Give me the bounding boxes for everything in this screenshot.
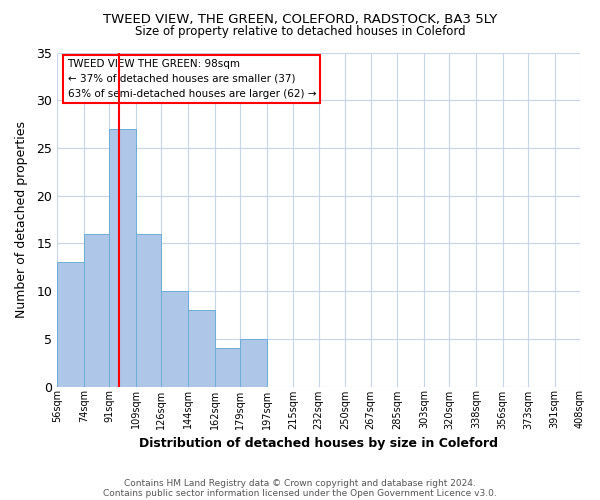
Bar [161, 291, 188, 386]
Bar [57, 262, 84, 386]
Text: TWEED VIEW THE GREEN: 98sqm
← 37% of detached houses are smaller (37)
63% of sem: TWEED VIEW THE GREEN: 98sqm ← 37% of det… [68, 59, 316, 99]
Bar [136, 234, 161, 386]
Text: Contains HM Land Registry data © Crown copyright and database right 2024.: Contains HM Land Registry data © Crown c… [124, 478, 476, 488]
Text: Contains public sector information licensed under the Open Government Licence v3: Contains public sector information licen… [103, 488, 497, 498]
Bar [240, 339, 266, 386]
X-axis label: Distribution of detached houses by size in Coleford: Distribution of detached houses by size … [139, 437, 498, 450]
Bar [84, 234, 109, 386]
Text: Size of property relative to detached houses in Coleford: Size of property relative to detached ho… [134, 25, 466, 38]
Bar [215, 348, 240, 387]
Y-axis label: Number of detached properties: Number of detached properties [15, 121, 28, 318]
Bar [188, 310, 215, 386]
Text: TWEED VIEW, THE GREEN, COLEFORD, RADSTOCK, BA3 5LY: TWEED VIEW, THE GREEN, COLEFORD, RADSTOC… [103, 12, 497, 26]
Bar [109, 129, 136, 386]
